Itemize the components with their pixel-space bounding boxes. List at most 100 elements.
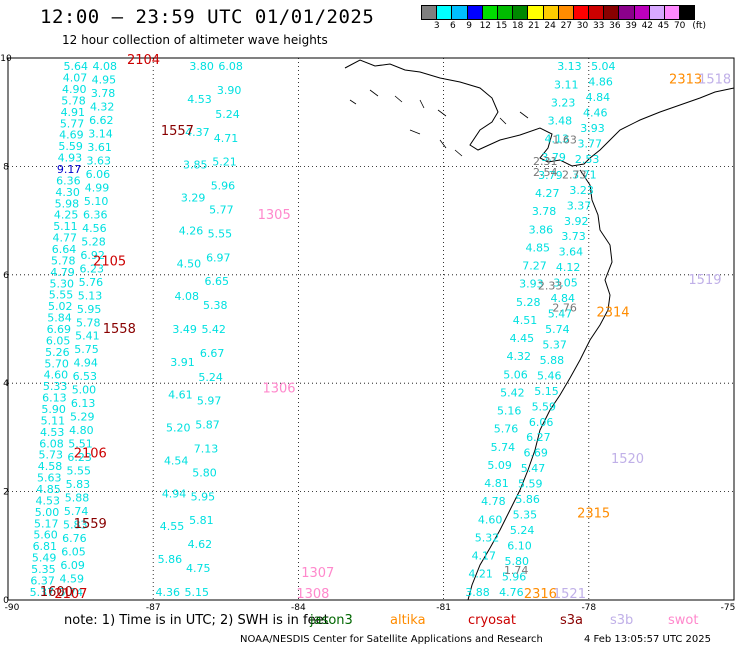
wave-height-value: 4.45	[510, 332, 535, 345]
wave-height-value: 5.04	[591, 60, 616, 73]
color-scale-tick-label: 42	[641, 21, 654, 31]
legend-item-s3a: s3a	[560, 613, 584, 628]
pass-number-label: 1307	[301, 566, 334, 581]
altimeter-tracks: 5.644.074.905.784.915.774.695.594.939.17…	[30, 60, 616, 599]
pass-number-label: 1518	[698, 73, 731, 88]
wave-height-value: 4.13	[545, 133, 570, 146]
legend-item-altika: altika	[390, 613, 426, 628]
wave-height-value: 5.59	[532, 400, 557, 413]
wave-height-value: 5.28	[516, 296, 541, 309]
color-scale-tick-label: 21	[528, 21, 540, 31]
wave-height-value: 4.69	[59, 129, 84, 142]
color-scale-tick-label: 27	[560, 21, 573, 31]
wave-height-value: 4.71	[214, 132, 239, 145]
map-title: 12:00 – 23:59 UTC 01/01/2025	[40, 6, 375, 28]
wave-height-value: 6.81	[33, 540, 58, 553]
wave-height-value: 6.67	[200, 347, 225, 360]
wave-height-value: 3.88	[465, 586, 490, 599]
wave-height-value: 3.78	[532, 205, 557, 218]
wave-height-value: 6.92	[80, 249, 105, 262]
wave-height-value: 4.59	[60, 572, 85, 585]
pass-number-label: 1520	[611, 452, 644, 467]
wave-height-value: 5.28	[81, 235, 106, 248]
wave-height-value: 6.76	[62, 532, 87, 545]
wave-height-value: 6.97	[206, 251, 231, 264]
wave-height-value: 5.35	[513, 509, 538, 522]
wave-height-value: 5.35	[31, 563, 56, 576]
wave-height-value: 3.14	[88, 128, 113, 141]
wave-height-value: 3.93	[580, 122, 605, 135]
wave-height-value: 5.74	[59, 586, 84, 599]
wave-height-value: 4.08	[93, 60, 118, 73]
wave-height-value: 5.21	[212, 156, 237, 169]
wave-height-value: 5.33	[43, 380, 68, 393]
latitude-tick-label: 4	[3, 379, 9, 389]
color-scale-tick-label: 45	[657, 21, 670, 31]
pass-number-label: 1306	[262, 382, 295, 397]
wave-height-value: 2.76	[552, 301, 577, 314]
wave-height-value: 6.13	[71, 397, 96, 410]
latitude-tick-label: 10	[0, 54, 12, 64]
color-scale-tick-label: 24	[544, 21, 556, 31]
map-grid	[8, 58, 734, 600]
wave-height-value: 5.80	[192, 466, 217, 479]
wave-height-value: 5.86	[515, 493, 540, 506]
longitude-tick-label: -78	[581, 603, 596, 613]
wave-height-value: 2.33	[538, 280, 563, 293]
wave-height-value: 4.60	[44, 369, 69, 382]
wave-height-value: 6.65	[205, 275, 230, 288]
wave-height-value: 5.24	[215, 108, 240, 121]
wave-height-value: 4.77	[52, 232, 77, 245]
pass-number-label: 1308	[296, 587, 329, 602]
color-scale-tick-label: 15	[495, 21, 508, 31]
wave-height-value: 4.84	[550, 292, 575, 305]
wave-height-value: 5.88	[65, 492, 90, 505]
wave-height-value: 4.86	[588, 76, 613, 89]
wave-height-value: 5.06	[503, 368, 528, 381]
wave-height-value: 4.99	[85, 181, 110, 194]
wave-height-value: 5.13	[78, 289, 103, 302]
wave-height-value: 6.05	[46, 334, 71, 347]
wave-height-value: 5.02	[48, 300, 73, 313]
longitude-tick-label: -84	[291, 603, 306, 613]
wave-height-value: 6.64	[52, 243, 77, 256]
color-scale-ticks: 3 6 9 12 15 18 21 24 27 30 33 36 39 42 45 70 (ft)	[421, 21, 737, 33]
latitude-tick-label: 2	[3, 488, 9, 498]
wave-height-value: 3.48	[548, 115, 573, 128]
wave-height-value: 4.90	[62, 83, 87, 96]
wave-height-value: 5.42	[201, 323, 226, 336]
wave-height-value: 5.09	[487, 459, 512, 472]
wave-height-value: 5.95	[191, 490, 216, 503]
color-scale-unit: (ft)	[692, 21, 706, 31]
wave-height-value: 4.93	[58, 152, 83, 165]
wave-height-value: 5.16	[497, 405, 522, 418]
wave-height-value: 3.13	[557, 60, 582, 73]
color-scale-tick-label: 33	[592, 21, 605, 31]
wave-height-value: 6.05	[61, 545, 86, 558]
pass-labels: 2104 1557 1305 2105 1558 1306 2106 1559 16002107…	[40, 53, 731, 602]
wave-height-value: 4.53	[40, 426, 65, 439]
wave-height-value: 5.59	[518, 478, 543, 491]
wave-height-value: 4.76	[499, 586, 524, 599]
wave-height-value: 4.95	[92, 74, 117, 87]
wave-height-value: 5.97	[197, 395, 222, 408]
wave-height-value: 4.17	[472, 550, 497, 563]
wave-height-value: 4.62	[188, 538, 213, 551]
color-scale-tick-label: 18	[511, 21, 524, 31]
color-scale-tick-label: 36	[609, 21, 621, 31]
wave-height-value: 6.08	[218, 60, 243, 73]
wave-height-value: 4.12	[556, 261, 581, 274]
wave-height-value: 3.23	[569, 184, 594, 197]
note-text: note: 1) Time is in UTC; 2) SWH is in fe…	[64, 613, 329, 628]
wave-height-value: 5.17	[34, 517, 59, 530]
wave-height-value: 4.54	[164, 454, 189, 467]
wave-height-value: 5.47	[548, 308, 573, 321]
pass-number-label: 1557	[161, 124, 194, 139]
wave-height-value: 5.81	[189, 514, 214, 527]
wave-height-value: 1.63	[552, 133, 577, 146]
wave-height-value: 5.74	[64, 505, 89, 518]
map-frame	[7, 57, 735, 601]
pass-number-label: 2106	[74, 447, 107, 462]
wave-height-value: 2.54	[533, 166, 558, 179]
